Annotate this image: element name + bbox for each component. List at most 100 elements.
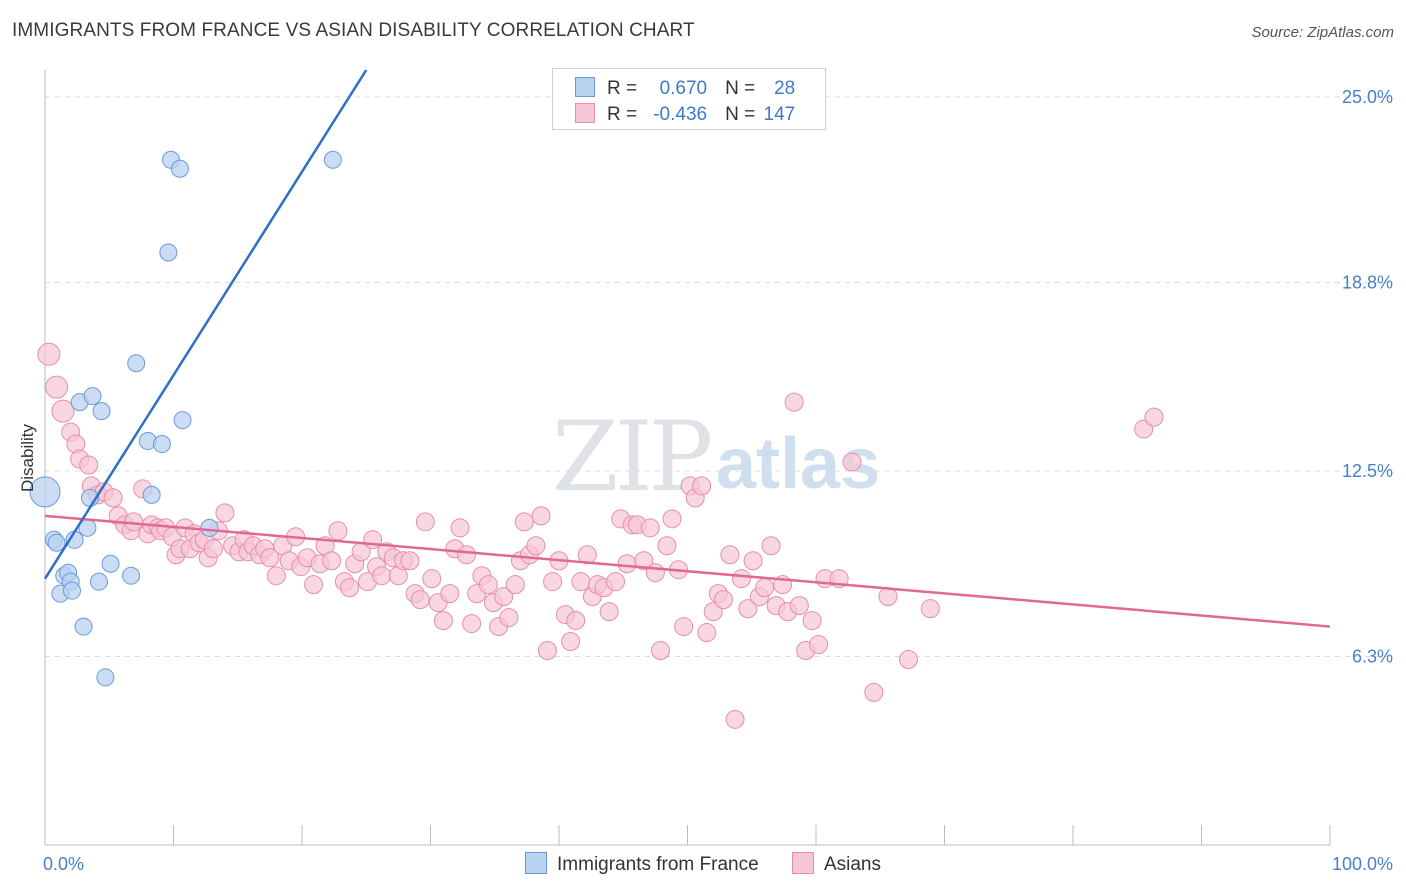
asians-point (505, 575, 525, 595)
france-point (323, 150, 342, 169)
asians-point (878, 587, 898, 607)
series-legend-france[interactable]: Immigrants from France (525, 852, 759, 876)
asians-point (45, 375, 69, 399)
asians-point (755, 578, 775, 598)
france-point (92, 402, 111, 421)
france-point (29, 476, 61, 508)
asians-point (433, 611, 453, 631)
asians-point (743, 551, 763, 571)
legend-r-value-france: 0.670 (659, 78, 708, 99)
legend-swatch-asians (575, 103, 595, 123)
france-points (29, 150, 342, 687)
y-tick-label: 12.5% (1342, 461, 1393, 481)
france-point (127, 354, 146, 373)
series-swatch-asians (791, 852, 814, 874)
asians-point (784, 392, 804, 412)
legend-r-value-asians: -0.436 (653, 104, 708, 125)
axis-labels: 25.0% 18.8% 12.5% 6.3% 0.0% 100.0% Disability (18, 87, 1393, 874)
asians-point (440, 584, 460, 604)
y-tick-label: 6.3% (1352, 646, 1393, 666)
asians-point (720, 545, 740, 565)
asians-point (617, 554, 637, 574)
asians-point (1144, 407, 1164, 427)
france-point (89, 572, 108, 591)
asians-point (260, 548, 280, 568)
asians-point (657, 536, 677, 556)
asians-point (738, 599, 758, 619)
france-point (173, 411, 192, 430)
asians-point (761, 536, 781, 556)
legend-row-asians: R = -0.436 N = 147 (575, 103, 795, 125)
france-point (62, 581, 81, 600)
asians-point (103, 488, 123, 508)
asians-point (456, 545, 476, 565)
asians-point (692, 476, 712, 496)
asians-point (328, 521, 348, 541)
asians-point (543, 572, 563, 592)
asians-point (802, 611, 822, 631)
series-label-asians: Asians (823, 854, 881, 875)
asians-point (920, 599, 940, 619)
france-point (170, 159, 189, 178)
asians-point (410, 590, 430, 610)
asians-point (531, 506, 551, 526)
axes (44, 70, 1331, 846)
series-legend-asians[interactable]: Asians (791, 852, 881, 876)
legend-row-france: R = 0.670 N = 28 (575, 77, 795, 99)
legend-n-label-asians: N = (725, 104, 756, 125)
legend-swatch-france (575, 77, 595, 97)
asians-point (634, 551, 654, 571)
france-trend-line (43, 69, 368, 580)
asians-point (566, 611, 586, 631)
y-tick-label: 18.8% (1342, 272, 1393, 292)
series-label-france: Immigrants from France (557, 854, 759, 875)
asians-point (809, 635, 829, 655)
asians-point (725, 709, 745, 729)
watermark: ZIP atlas (552, 401, 880, 513)
asians-point (899, 649, 919, 669)
stats-legend: R = 0.670 N = 28 R = -0.436 N = 147 (552, 68, 826, 130)
asians-point (651, 641, 671, 661)
asians-point (697, 623, 717, 643)
asians-point (606, 572, 626, 592)
legend-n-label-france: N = (725, 78, 756, 99)
x-tick-label-left: 0.0% (43, 854, 84, 874)
france-point (122, 566, 141, 585)
asians-point (674, 617, 694, 637)
france-point (101, 554, 120, 573)
asians-point (363, 530, 383, 550)
france-point (152, 435, 171, 454)
asians-point (215, 503, 235, 523)
asians-point (266, 566, 286, 586)
asians-point (645, 563, 665, 583)
france-point (96, 668, 115, 687)
asians-point (499, 608, 519, 628)
legend-n-value-france: 28 (774, 78, 796, 99)
asians-point (571, 572, 591, 592)
asians-point (537, 641, 557, 661)
asians-trend-line (44, 514, 1331, 628)
asians-point (322, 551, 342, 571)
asians-point (494, 587, 514, 607)
asians-point (79, 455, 99, 475)
asians-point (561, 632, 581, 652)
asians-point (372, 566, 392, 586)
france-point (47, 533, 66, 552)
asians-point (450, 518, 470, 538)
asians-point (400, 551, 420, 571)
france-point (159, 243, 178, 262)
legend-n-value-asians: 147 (763, 104, 796, 125)
asians-point (37, 342, 61, 366)
asians-point (478, 575, 498, 595)
legend-r-label-france: R = (607, 78, 638, 99)
asians-point (662, 509, 682, 529)
asians-point (304, 575, 324, 595)
asians-point (526, 536, 546, 556)
y-axis-label: Disability (18, 423, 37, 492)
asians-point (340, 578, 360, 598)
series-legend: Immigrants from France Asians (0, 852, 1406, 876)
series-swatch-france (525, 852, 548, 874)
asians-point (640, 518, 660, 538)
